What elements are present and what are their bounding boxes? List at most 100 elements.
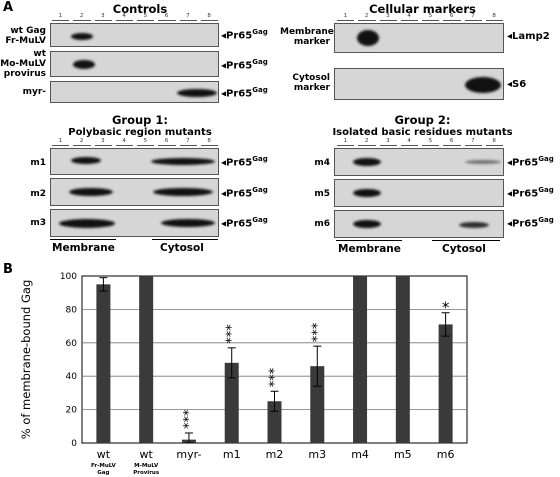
- y-tick-label: 100: [60, 272, 77, 282]
- row-label-m2: m2: [30, 189, 46, 199]
- lane-tick: [358, 145, 376, 146]
- lane-tick: [379, 145, 397, 146]
- group2-cytosol-label: Cytosol: [442, 243, 486, 255]
- marker-m5: ◂Pr65Gag: [507, 186, 554, 200]
- lane-number: 6: [164, 13, 169, 19]
- group1-cytosol-label: Cytosol: [160, 242, 204, 254]
- lane-tick: [379, 20, 397, 21]
- lane-number: 6: [449, 138, 454, 144]
- lane-number: 4: [407, 138, 411, 144]
- category-sublabel: Provirus: [133, 470, 160, 476]
- lane-tick: [52, 20, 70, 21]
- row-label-membrane-marker: Membrane marker: [280, 27, 334, 47]
- blot-m4: [334, 148, 504, 176]
- lane-tick: [337, 145, 355, 146]
- lane-number: 1: [58, 13, 63, 19]
- significance-label: ***: [310, 322, 325, 342]
- significance-label: ***: [225, 324, 240, 344]
- category-sublabel: M-MuLV: [134, 463, 159, 469]
- lane-tick: [422, 145, 440, 146]
- lane-number: 4: [122, 13, 126, 19]
- marker-m2: ◂Pr65Gag: [221, 186, 268, 200]
- membrane-binding-bar-chart: 0 20 40 60 80 100 % of membrane-bound Gag wt Fr-…: [19, 272, 468, 476]
- row-label-m6: m6: [314, 219, 330, 229]
- category-label: wt: [140, 448, 154, 461]
- lane-tick: [485, 145, 503, 146]
- lane-tick: [137, 20, 155, 21]
- category-sublabel: Gag: [97, 470, 109, 476]
- y-tick-label: 80: [66, 305, 78, 315]
- blot-wt-provirus: [50, 51, 219, 77]
- category-label: myr-: [176, 448, 201, 461]
- lane-tick: [158, 145, 176, 146]
- y-tick-label: 40: [66, 372, 78, 382]
- blot-lamp2: [334, 23, 504, 53]
- category-label: m3: [308, 448, 326, 461]
- y-tick-label: 0: [71, 439, 77, 449]
- significance-label: ***: [182, 409, 197, 429]
- lane-number: 5: [143, 138, 148, 144]
- lane-tick: [400, 145, 418, 146]
- blot-m1: [50, 148, 219, 175]
- blot-s6: [334, 68, 504, 100]
- lane-tick: [443, 20, 461, 21]
- row-label-m3: m3: [30, 218, 46, 228]
- lane-tick: [200, 20, 218, 21]
- bar: [96, 284, 111, 443]
- lane-tick: [115, 20, 133, 21]
- lane-tick: [464, 145, 482, 146]
- lane-number: 5: [428, 138, 433, 144]
- group1-cytosol-bracket: [152, 239, 218, 240]
- lane-number: 4: [407, 13, 411, 19]
- lane-number: 7: [471, 138, 475, 144]
- lane-tick: [485, 20, 503, 21]
- lane-number: 1: [343, 138, 348, 144]
- category-label: m4: [351, 448, 369, 461]
- lane-number: 8: [207, 138, 211, 144]
- lane-tick: [443, 145, 461, 146]
- lane-number: 6: [164, 138, 169, 144]
- bar: [395, 276, 410, 443]
- lane-number: 2: [364, 13, 369, 19]
- row-label-wt-gag: wt Gag Fr-MuLV: [5, 26, 46, 46]
- lane-tick: [464, 20, 482, 21]
- lane-tick: [94, 20, 112, 21]
- cellular-lane-numbers: 1 2 3 4 5 6 7 8: [335, 13, 505, 23]
- lane-number: 1: [343, 13, 348, 19]
- group1-title: Group 1:: [111, 113, 169, 127]
- category-label: m6: [437, 448, 455, 461]
- blot-myr: [50, 81, 219, 103]
- lane-tick: [358, 20, 376, 21]
- bar: [139, 276, 154, 443]
- lane-number: 8: [492, 13, 496, 19]
- lane-number: 8: [492, 138, 496, 144]
- lane-number: 6: [449, 13, 454, 19]
- row-label-m1: m1: [30, 158, 46, 168]
- blot-m5: [334, 179, 504, 207]
- lane-number: 2: [364, 138, 369, 144]
- lane-tick: [179, 145, 197, 146]
- group1-subtitle: Polybasic region mutants: [68, 127, 212, 138]
- group2-lane-numbers: 1 2 3 4 5 6 7 8: [335, 138, 505, 148]
- lane-number: 3: [101, 13, 105, 19]
- blot-m2: [50, 178, 219, 206]
- bar: [310, 366, 325, 443]
- lane-tick: [52, 145, 70, 146]
- marker-wt-provirus: ◂Pr65Gag: [221, 58, 268, 72]
- marker-m1: ◂Pr65Gag: [221, 155, 268, 169]
- lane-tick: [179, 20, 197, 21]
- marker-m6: ◂Pr65Gag: [507, 216, 554, 230]
- group2-title: Group 2:: [394, 113, 451, 127]
- bar: [224, 362, 239, 443]
- lane-number: 4: [122, 138, 126, 144]
- y-tick-label: 60: [66, 339, 78, 349]
- bar: [438, 324, 453, 443]
- significance-label: ***: [268, 367, 283, 387]
- lane-tick: [115, 145, 133, 146]
- category-label: m2: [266, 448, 284, 461]
- significance-label: *: [442, 299, 450, 317]
- group2-subtitle: Isolated basic residues mutants: [332, 127, 513, 138]
- blot-m6: [334, 210, 504, 238]
- lane-tick: [73, 145, 91, 146]
- group2-membrane-label: Membrane: [338, 243, 401, 255]
